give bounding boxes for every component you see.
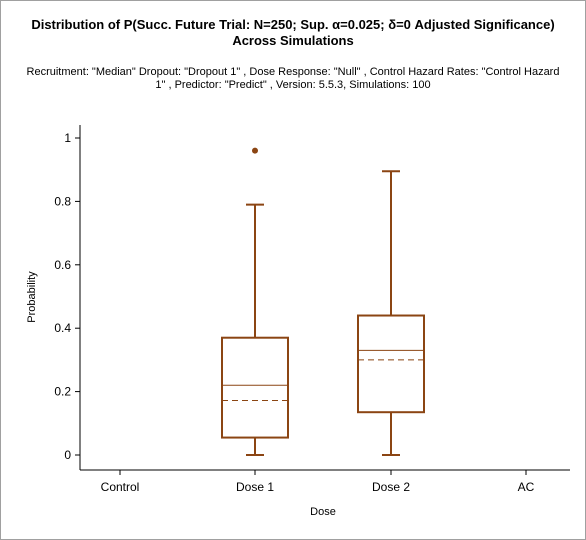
x-tick-label: AC — [518, 480, 535, 494]
y-tick-label: 0 — [64, 448, 71, 462]
iqr-box — [357, 314, 425, 414]
x-tick-label: Dose 1 — [236, 480, 274, 494]
chart-subtitle-line1: Recruitment: "Median" Dropout: "Dropout … — [26, 66, 560, 78]
y-axis-title: Probability — [26, 271, 38, 323]
x-tick-label: Control — [101, 480, 140, 494]
y-tick-label: 0.2 — [54, 385, 71, 399]
x-ticks: Control Dose 1 Dose 2 AC — [101, 470, 535, 494]
x-axis-title: Dose — [310, 506, 336, 518]
chart-title-line2: Across Simulations — [232, 33, 354, 48]
box-dose-1 — [221, 147, 289, 456]
x-tick-label: Dose 2 — [372, 480, 410, 494]
axes — [79, 125, 570, 471]
iqr-box — [221, 336, 289, 439]
y-tick-label: 1 — [64, 131, 71, 145]
chart-subtitle: Recruitment: "Median" Dropout: "Dropout … — [20, 66, 566, 92]
y-tick-label: 0.8 — [54, 194, 71, 208]
boxes — [221, 147, 425, 456]
box-dose-2 — [357, 170, 425, 456]
y-tick-label: 0.4 — [54, 321, 71, 335]
chart-title-line1: Distribution of P(Succ. Future Trial: N=… — [31, 17, 555, 32]
chart-title: Distribution of P(Succ. Future Trial: N=… — [0, 17, 586, 49]
chart-subtitle-line2: 1" , Predictor: "Predict" , Version: 5.5… — [155, 79, 431, 91]
outlier-point — [252, 147, 258, 154]
y-ticks: 0 0.2 0.4 0.6 0.8 1 — [54, 131, 80, 462]
y-tick-label: 0.6 — [54, 258, 71, 272]
